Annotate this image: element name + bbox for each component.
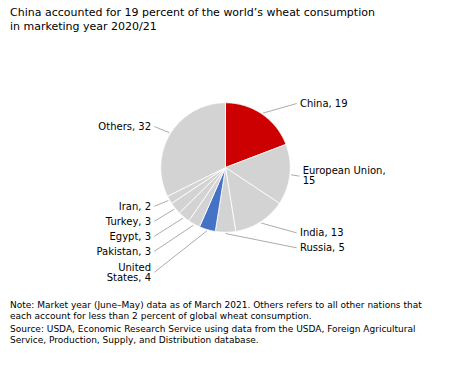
html-text:Note: Market year (June–May) d: Note: Market year (June–May) data as of … bbox=[10, 300, 422, 321]
svg-text:India, 13: India, 13 bbox=[300, 227, 344, 238]
svg-text:Pakistan, 3: Pakistan, 3 bbox=[96, 246, 151, 257]
svg-text:Iran, 2: Iran, 2 bbox=[119, 201, 151, 212]
svg-text:Egypt, 3: Egypt, 3 bbox=[109, 231, 151, 242]
svg-text:Turkey, 3: Turkey, 3 bbox=[105, 216, 151, 227]
svg-text:UnitedStates, 4: UnitedStates, 4 bbox=[107, 262, 151, 283]
html-text:China accounted for 19 percent: China accounted for 19 percent of the wo… bbox=[10, 6, 375, 33]
svg-text:Others, 32: Others, 32 bbox=[98, 121, 151, 132]
svg-text:European Union,15: European Union,15 bbox=[303, 165, 386, 186]
html-text:Source: USDA, Economic Researc: Source: USDA, Economic Research Service … bbox=[10, 324, 416, 345]
svg-text:Russia, 5: Russia, 5 bbox=[300, 242, 345, 253]
svg-text:China, 19: China, 19 bbox=[300, 98, 348, 109]
